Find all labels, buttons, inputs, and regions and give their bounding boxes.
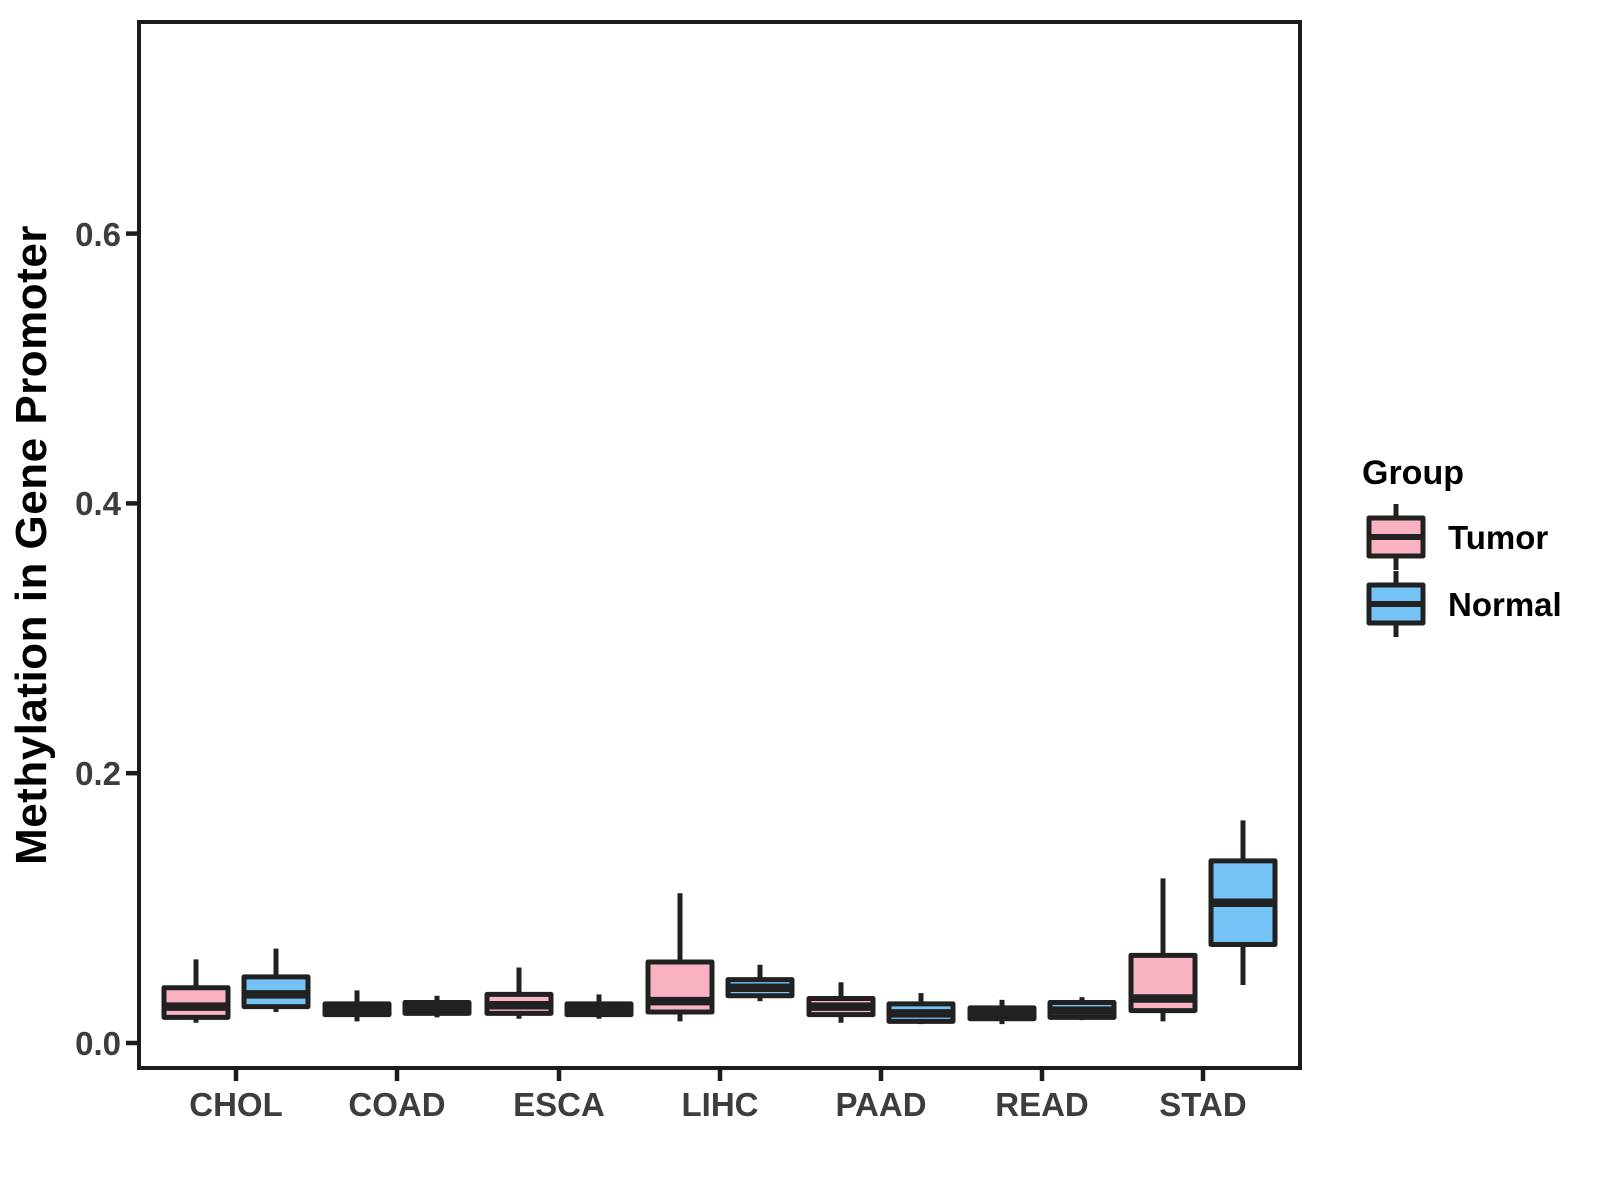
legend-label-tumor: Tumor (1448, 519, 1548, 556)
x-tick-label-coad: COAD (348, 1086, 445, 1123)
panel-border (137, 20, 1302, 1070)
x-tick-label-stad: STAD (1159, 1086, 1246, 1123)
y-axis-title: Methylation in Gene Promoter (7, 225, 56, 865)
x-tick-label-lihc: LIHC (682, 1086, 759, 1123)
legend-label-normal: Normal (1448, 586, 1562, 623)
x-tick-label-read: READ (995, 1086, 1089, 1123)
y-tick-label-0.6: 0.6 (75, 216, 121, 253)
x-tick-label-paad: PAAD (835, 1086, 926, 1123)
y-tick-label-0.0: 0.0 (75, 1025, 121, 1062)
x-tick-label-esca: ESCA (513, 1086, 605, 1123)
plot-geometry (126, 20, 1426, 1081)
y-tick-label-0.2: 0.2 (75, 755, 121, 792)
legend-title: Group (1362, 454, 1464, 492)
y-tick-label-0.4: 0.4 (75, 485, 122, 522)
x-tick-label-chol: CHOL (189, 1086, 283, 1123)
